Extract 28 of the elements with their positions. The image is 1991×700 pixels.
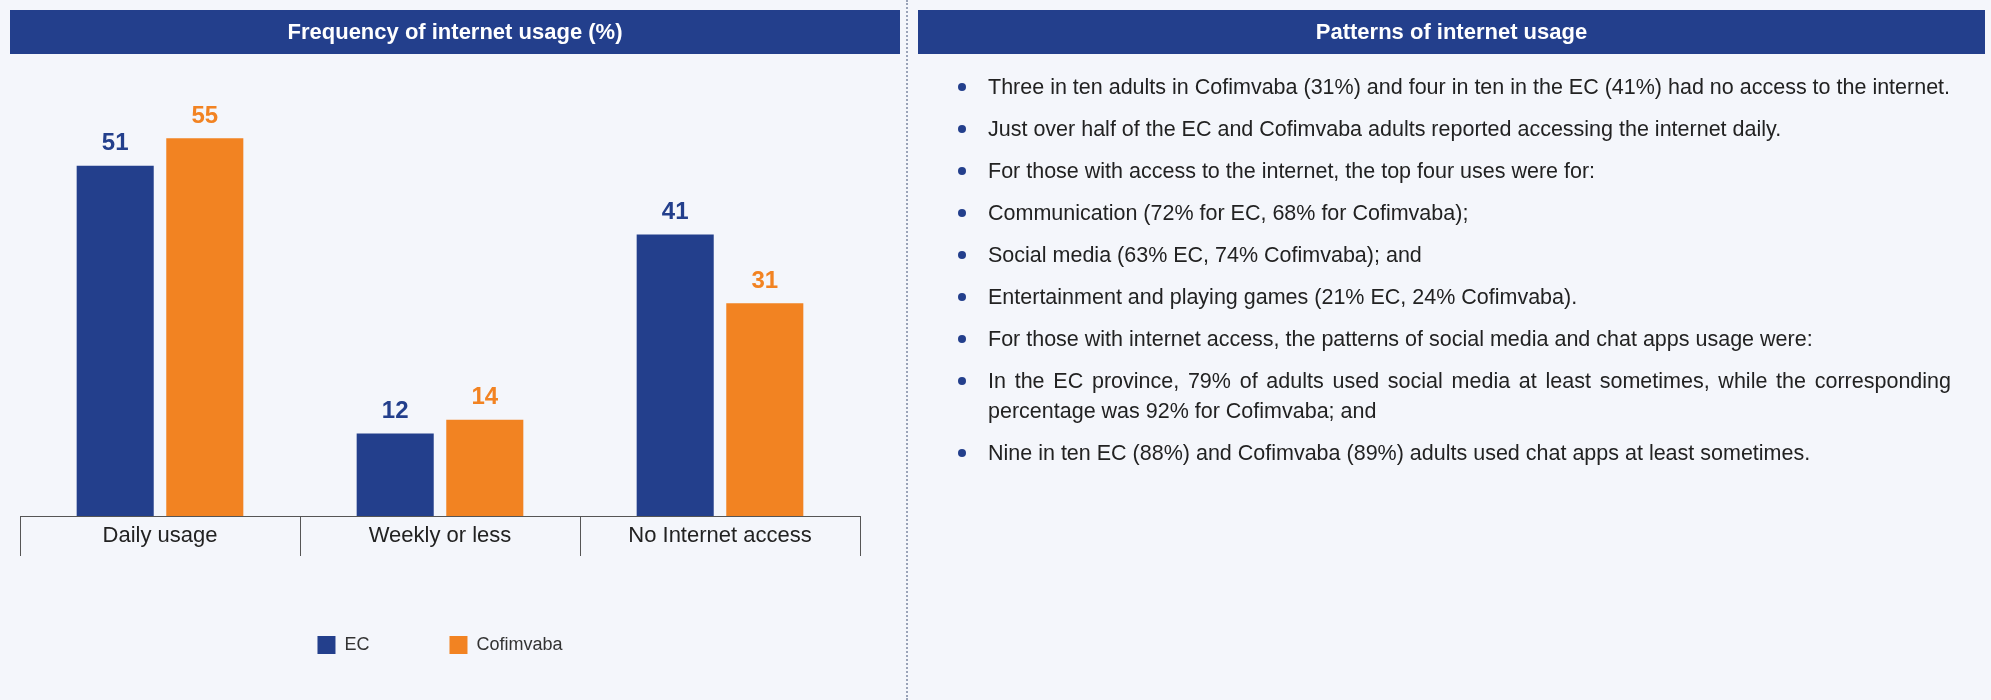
text: Three in ten adults in Cofimvaba (31%) and four in ten in the EC (41%) had no access to the internet. [958, 72, 1951, 102]
legend-label: Cofimvaba [476, 633, 564, 654]
text: Communication (72% for EC, 68% for Cofimvaba); [958, 198, 1951, 228]
data-label: 55 [191, 100, 219, 128]
bar [356, 433, 434, 516]
data-label: 12 [381, 396, 409, 424]
text: Just over half of the EC and Cofimvaba adults reported accessing the internet daily. [958, 114, 1951, 144]
text: Nine in ten EC (88%) and Cofimvaba (89%) adults used chat apps at least sometimes. [958, 438, 1951, 468]
text: Patterns of internet usage [918, 10, 1985, 54]
data-label: 14 [471, 382, 499, 410]
text: For those with access to the internet, the top four uses were for: [958, 156, 1951, 186]
text: For those with internet access, the patterns of social media and chat apps usage were: [958, 324, 1951, 354]
x-tick-label: Weekly or less [368, 522, 512, 548]
data-label: 51 [101, 128, 129, 156]
bar [636, 234, 714, 516]
bar [446, 419, 524, 516]
legend-label: EC [344, 633, 370, 654]
bar [726, 303, 804, 516]
text: Entertainment and playing games (21% EC, 24% Cofimvaba). [958, 282, 1951, 312]
x-tick-label: No Internet access [628, 522, 812, 548]
text: In the EC province, 79% of adults used social media at least sometimes, while the corresponding percentage was 92% for Cofimvaba; and [958, 366, 1951, 426]
chart-title: Frequency of internet usage (%) [10, 10, 900, 54]
text: Social media (63% EC, 74% Cofimvaba); and [958, 240, 1951, 270]
data-label: 41 [661, 197, 689, 225]
data-label: 31 [751, 265, 779, 293]
x-tick-label: Daily usage [102, 522, 218, 548]
bar [76, 165, 154, 516]
bar [166, 138, 244, 516]
